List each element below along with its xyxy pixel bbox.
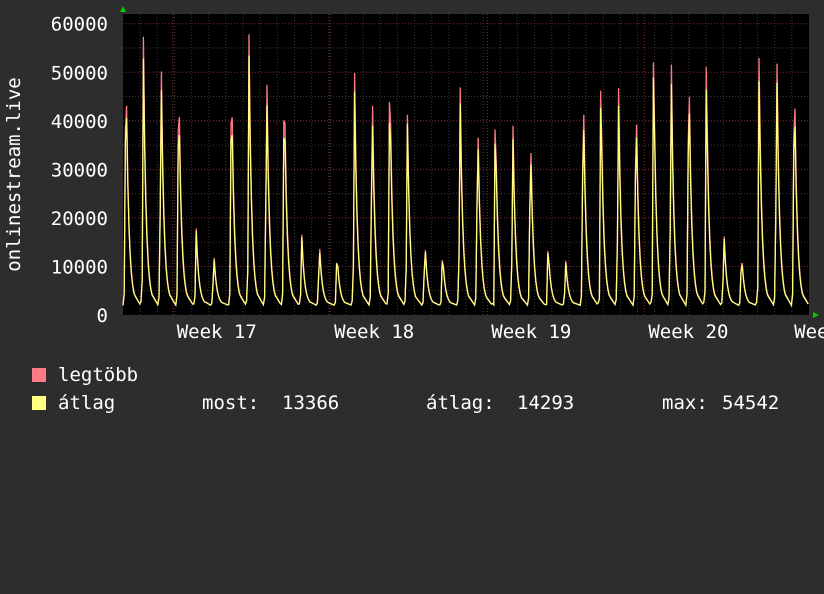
x-tick-label: Week 17 bbox=[177, 321, 257, 343]
x-tick-label: Week bbox=[794, 321, 824, 343]
legend-avg: átlag most: 13366 átlag: 14293 max: 5454… bbox=[32, 393, 812, 413]
avg-swatch bbox=[32, 396, 46, 410]
y-axis-label: onlinestream.live bbox=[3, 77, 25, 271]
x-tick-label: Week 19 bbox=[491, 321, 571, 343]
y-tick-label: 20000 bbox=[51, 208, 108, 230]
max-swatch bbox=[32, 368, 46, 382]
legend-max: legtöbb bbox=[32, 365, 138, 385]
y-tick-label: 40000 bbox=[51, 111, 108, 133]
now-stat-label: most: bbox=[202, 392, 260, 414]
y-tick-label: 10000 bbox=[51, 256, 108, 278]
y-tick-label: 60000 bbox=[51, 14, 108, 36]
x-tick-label: Week 20 bbox=[648, 321, 728, 343]
avg-stat-label: átlag: bbox=[426, 392, 495, 414]
y-axis-arrow-icon bbox=[120, 6, 126, 12]
max-stat-label: max: bbox=[662, 392, 708, 414]
avg-legend-label: átlag bbox=[58, 392, 116, 414]
x-tick-label: Week 18 bbox=[334, 321, 414, 343]
y-axis-ticks: 0 10000 20000 30000 40000 50000 60000 bbox=[51, 14, 108, 327]
y-tick-label: 0 bbox=[97, 305, 108, 327]
avg-series-line bbox=[122, 55, 809, 308]
y-tick-label: 30000 bbox=[51, 159, 108, 181]
major-grid bbox=[123, 14, 809, 315]
now-stat-value: 13366 bbox=[282, 392, 340, 414]
avg-stat-value: 14293 bbox=[517, 392, 575, 414]
max-legend-label: legtöbb bbox=[58, 364, 139, 386]
max-stat-value: 54542 bbox=[722, 392, 780, 414]
x-axis-arrow-icon bbox=[813, 312, 819, 318]
chart-container: 0 10000 20000 30000 40000 50000 60000 Week 17 W… bbox=[3, 6, 824, 413]
y-tick-label: 50000 bbox=[51, 62, 108, 84]
x-axis-ticks: Week 17 Week 18 Week 19 Week 20 Week bbox=[177, 321, 824, 343]
